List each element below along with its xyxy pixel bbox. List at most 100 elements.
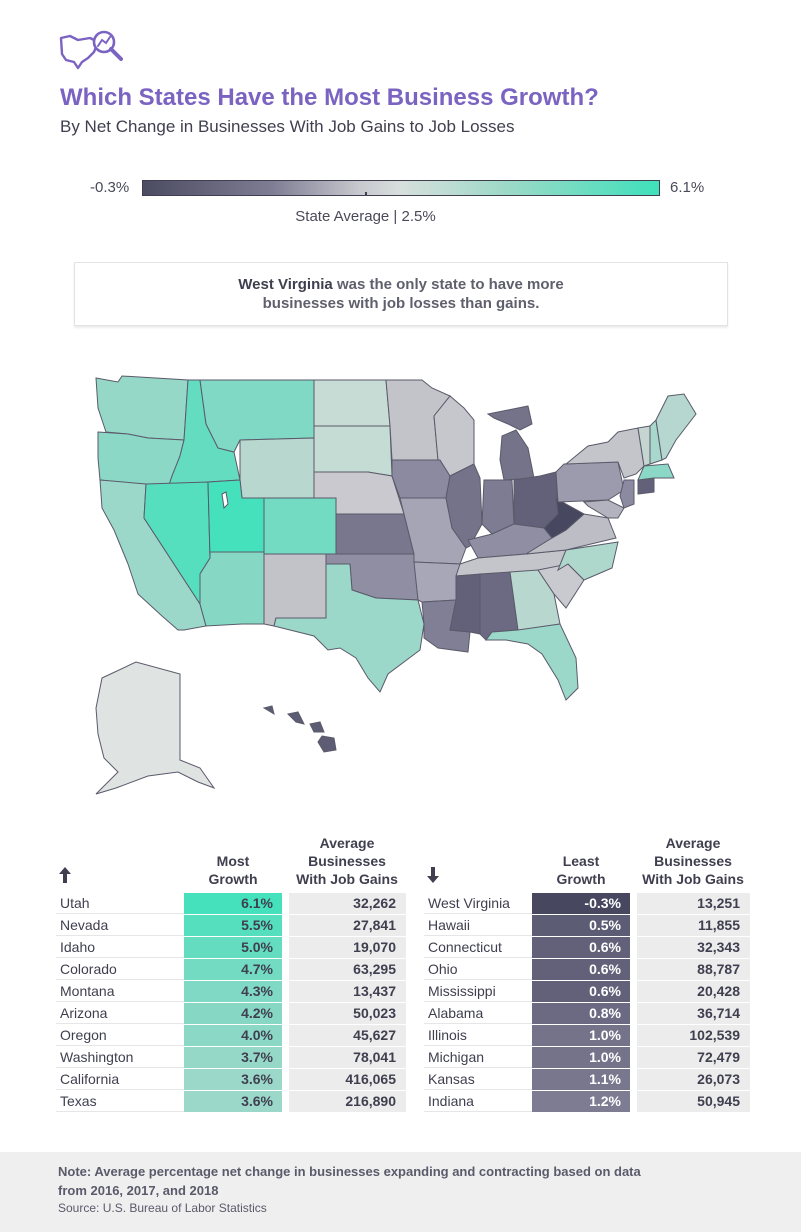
state-name: Idaho xyxy=(56,937,184,958)
state-wyoming xyxy=(239,437,315,499)
growth-value: 1.0% xyxy=(532,1047,630,1068)
avg-businesses-value: 20,428 xyxy=(637,981,750,1002)
growth-value: 0.6% xyxy=(532,959,630,980)
footer-note-line1: Note: Average percentage net change in b… xyxy=(58,1164,641,1179)
arrow-down-icon xyxy=(426,866,440,889)
growth-value: 0.6% xyxy=(532,937,630,958)
state-south-dakota xyxy=(313,425,393,477)
growth-value: 5.0% xyxy=(184,937,282,958)
table-row: Michigan 1.0% 72,479 xyxy=(424,1047,750,1069)
growth-value: 5.5% xyxy=(184,915,282,936)
state-name: Michigan xyxy=(424,1047,532,1068)
growth-value: 0.8% xyxy=(532,1003,630,1024)
most-avg-header-line1: Average xyxy=(319,835,375,851)
table-row: Illinois 1.0% 102,539 xyxy=(424,1025,750,1047)
state-name: Connecticut xyxy=(424,937,532,958)
growth-value: 6.1% xyxy=(184,893,282,914)
table-row: Alabama 0.8% 36,714 xyxy=(424,1003,750,1025)
table-row: Arizona 4.2% 50,023 xyxy=(56,1003,406,1025)
avg-businesses-value: 50,945 xyxy=(637,1091,750,1112)
avg-businesses-value: 50,023 xyxy=(289,1003,406,1024)
most-growth-header: Most Growth xyxy=(184,852,282,888)
table-row: Montana 4.3% 13,437 xyxy=(56,981,406,1003)
state-hawaii xyxy=(262,705,337,753)
callout-box: West Virginia was the only state to have… xyxy=(74,262,728,326)
avg-businesses-value: 32,262 xyxy=(289,893,406,914)
state-florida xyxy=(485,623,579,701)
avg-businesses-value: 416,065 xyxy=(289,1069,406,1090)
state-michigan xyxy=(486,405,535,481)
growth-value: 4.3% xyxy=(184,981,282,1002)
avg-businesses-value: 11,855 xyxy=(637,915,750,936)
state-maine xyxy=(655,393,697,461)
state-alaska xyxy=(95,661,216,795)
most-avg-header: Average Businesses With Job Gains xyxy=(288,834,406,888)
us-map-magnifier-icon xyxy=(59,30,123,70)
growth-value: 1.0% xyxy=(532,1025,630,1046)
table-row: Indiana 1.2% 50,945 xyxy=(424,1091,750,1113)
callout-highlight: West Virginia xyxy=(238,276,333,293)
footer-panel xyxy=(0,1152,801,1232)
state-name: Nevada xyxy=(56,915,184,936)
state-arizona xyxy=(199,551,265,627)
state-west-virginia xyxy=(543,497,585,539)
state-name: Ohio xyxy=(424,959,532,980)
us-choropleth-map xyxy=(95,375,697,795)
footer-note-line2: from 2016, 2017, and 2018 xyxy=(58,1183,219,1198)
callout-text-2: businesses with job losses than gains. xyxy=(262,295,540,312)
state-name: Alabama xyxy=(424,1003,532,1024)
growth-value: 4.7% xyxy=(184,959,282,980)
table-row: Kansas 1.1% 26,073 xyxy=(424,1069,750,1091)
state-washington xyxy=(95,375,189,441)
avg-businesses-value: 72,479 xyxy=(637,1047,750,1068)
least-growth-table: West Virginia -0.3% 13,251 Hawaii 0.5% 11,855… xyxy=(424,893,750,1115)
state-connecticut xyxy=(637,477,655,495)
avg-businesses-value: 63,295 xyxy=(289,959,406,980)
avg-businesses-value: 88,787 xyxy=(637,959,750,980)
state-name: Washington xyxy=(56,1047,184,1068)
state-pennsylvania xyxy=(555,461,625,503)
table-row: Idaho 5.0% 19,070 xyxy=(56,937,406,959)
callout-text-1: was the only state to have more xyxy=(332,276,564,293)
avg-businesses-value: 102,539 xyxy=(637,1025,750,1046)
state-name: Indiana xyxy=(424,1091,532,1112)
scale-average-label: State Average | 2.5% xyxy=(295,208,436,225)
avg-businesses-value: 27,841 xyxy=(289,915,406,936)
state-name: Kansas xyxy=(424,1069,532,1090)
growth-value: 3.6% xyxy=(184,1091,282,1112)
growth-value: 4.0% xyxy=(184,1025,282,1046)
state-name: Oregon xyxy=(56,1025,184,1046)
color-scale-bar xyxy=(142,180,660,196)
state-name: Texas xyxy=(56,1091,184,1112)
state-name: Hawaii xyxy=(424,915,532,936)
table-row: Texas 3.6% 216,890 xyxy=(56,1091,406,1113)
arrow-up-icon xyxy=(58,866,72,889)
state-arkansas xyxy=(413,561,461,603)
state-utah-lake xyxy=(221,491,229,510)
state-new-mexico xyxy=(263,553,327,627)
state-massachusetts xyxy=(637,463,675,481)
least-avg-header: Average Businesses With Job Gains xyxy=(634,834,752,888)
state-texas xyxy=(273,563,425,693)
state-name: Arizona xyxy=(56,1003,184,1024)
growth-value: 1.2% xyxy=(532,1091,630,1112)
avg-businesses-value: 36,714 xyxy=(637,1003,750,1024)
most-avg-header-line2: Businesses xyxy=(308,853,386,869)
most-growth-table: Utah 6.1% 32,262 Nevada 5.5% 27,841 Idaho 5.0% 1… xyxy=(56,893,406,1115)
avg-businesses-value: 32,343 xyxy=(637,937,750,958)
avg-businesses-value: 13,251 xyxy=(637,893,750,914)
table-row: West Virginia -0.3% 13,251 xyxy=(424,893,750,915)
scale-average-tick xyxy=(365,192,367,196)
most-growth-header-line2: Growth xyxy=(208,871,258,887)
state-north-dakota xyxy=(313,379,391,427)
least-growth-header-line2: Growth xyxy=(556,871,606,887)
table-row: Oregon 4.0% 45,627 xyxy=(56,1025,406,1047)
state-name: Colorado xyxy=(56,959,184,980)
avg-businesses-value: 19,070 xyxy=(289,937,406,958)
state-name: Montana xyxy=(56,981,184,1002)
growth-value: 0.6% xyxy=(532,981,630,1002)
page-title: Which States Have the Most Business Grow… xyxy=(60,84,599,111)
state-name: Mississippi xyxy=(424,981,532,1002)
avg-businesses-value: 13,437 xyxy=(289,981,406,1002)
footer-note: Note: Average percentage net change in b… xyxy=(58,1162,718,1200)
